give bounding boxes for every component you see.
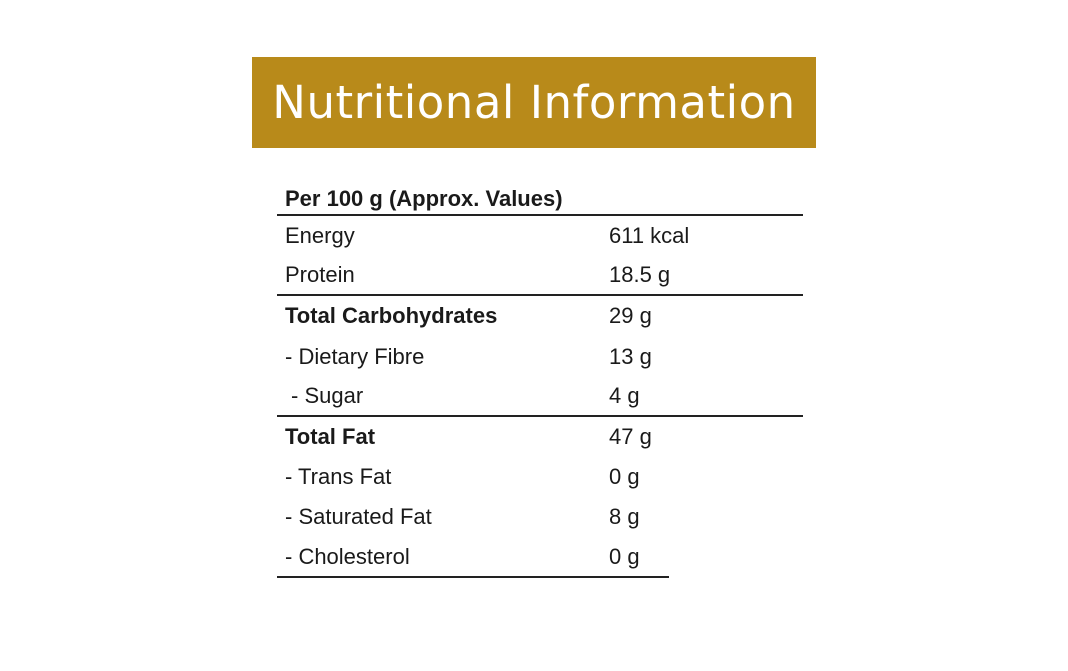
row-value: 13 g [609,343,652,369]
table-row-cholesterol: - Cholesterol 0 g [277,538,669,578]
row-value: 0 g [609,543,640,569]
row-value: 4 g [609,382,640,408]
row-label: - Saturated Fat [285,504,432,530]
table-row-dietary-fibre: - Dietary Fibre 13 g [277,337,803,377]
row-label: Protein [285,262,355,288]
row-label: Total Carbohydrates [285,303,498,329]
row-label: - Cholesterol [285,543,410,569]
table-row-total-fat: Total Fat 47 g [277,417,803,457]
row-value: 29 g [609,303,652,329]
row-value: 18.5 g [609,262,671,288]
table-row-trans-fat: - Trans Fat 0 g [277,457,803,497]
row-label: - Dietary Fibre [285,343,425,369]
row-value: 47 g [609,424,652,450]
title-banner: Nutritional Information [252,57,816,148]
page-title: Nutritional Information [272,76,796,129]
nutrition-table: Per 100 g (Approx. Values) Energy 611 kc… [277,180,803,578]
row-label: - Trans Fat [285,464,392,490]
row-value: 8 g [609,504,640,530]
table-row-saturated-fat: - Saturated Fat 8 g [277,497,803,537]
row-value: 0 g [609,464,640,490]
table-row-sugar: - Sugar 4 g [277,377,803,417]
table-row-protein: Protein 18.5 g [277,256,803,297]
table-header: Per 100 g (Approx. Values) [277,180,803,216]
table-row-total-carbohydrates: Total Carbohydrates 29 g [277,296,803,336]
row-label: - Sugar [291,382,364,408]
row-value: 611 kcal [609,223,690,249]
row-label: Energy [285,223,355,249]
row-label: Total Fat [285,424,376,450]
table-row-energy: Energy 611 kcal [277,216,803,256]
